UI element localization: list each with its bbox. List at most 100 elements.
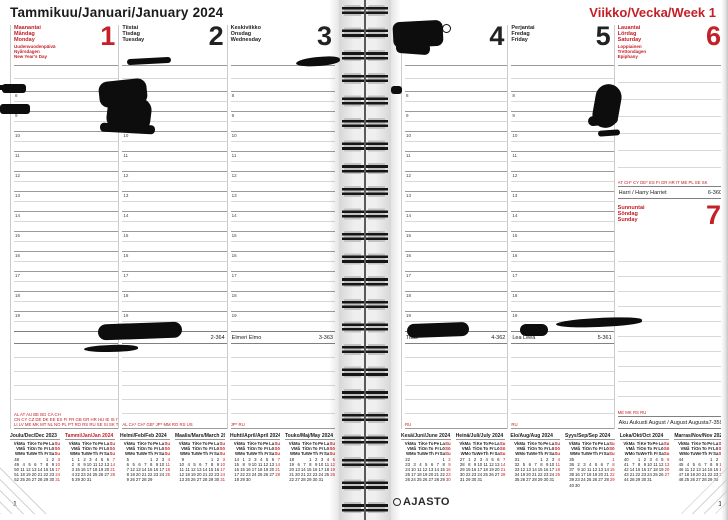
dow-cell: Mo <box>239 451 246 457</box>
date-cell: 2 <box>546 456 549 462</box>
date-cell: 19 <box>690 472 695 478</box>
date-cell: 1 <box>637 456 641 462</box>
hour-label: 16 <box>231 253 237 258</box>
date-cell: 26 <box>422 477 428 483</box>
date-cell: 21 <box>37 472 43 478</box>
mini-calendar-title: Marras/Nov/Nov 2024 <box>674 433 725 440</box>
mini-calendar-title: Loka/Okt/Oct 2024 <box>619 433 670 440</box>
ink-scribble <box>406 321 470 339</box>
dow-cell: Tu <box>245 451 251 457</box>
week-row: 16 15 16 17 18 19 20 21 <box>230 467 280 472</box>
date-cell: 31 <box>86 477 92 483</box>
date-cell: 24 <box>411 477 416 483</box>
day-name-label: Perjantai <box>511 25 535 31</box>
date-cell: 2 <box>51 456 55 462</box>
dow-cell: Fr <box>99 451 104 457</box>
hour-slot: 11 <box>405 151 508 171</box>
mini-calendar: Touko/Maj/May 2024 Vk Ma Ti Ke To Pe La Su V Må T… <box>285 433 335 483</box>
date-cell: 15 <box>208 467 214 473</box>
mini-calendar-weeks: 31 1 2 3 4 32 5 6 7 8 9 10 11 33 12 13 14 15 16 17 18 <box>510 457 560 483</box>
day-of-year: 4-362 <box>491 334 506 341</box>
day-name-label: Onsdag <box>230 31 252 38</box>
date-cell: 21 <box>531 472 537 478</box>
date-cell: 22 <box>147 472 153 478</box>
date-cell: 9 <box>155 461 159 467</box>
dow-cell: Må <box>464 446 471 452</box>
dow-cell: Ti <box>27 446 31 452</box>
date-cell: 29 <box>465 477 471 483</box>
hour-slot: 13 <box>230 191 336 211</box>
date-cell: 14 <box>629 467 635 473</box>
date-cell: 28 <box>37 477 43 483</box>
mini-calendars-left: Joulu/Dec/Dec 2023 Vk Ma Ti Ke To Pe La Su V Må T… <box>10 433 335 483</box>
dow-cell: V <box>181 446 184 452</box>
hour-slot: 12 <box>405 171 508 191</box>
date-cell: 11 <box>417 467 422 473</box>
date-cell: 7 <box>40 461 43 467</box>
dow-cell: Fr <box>489 446 494 452</box>
left-page: Tammikuu/Januari/January 2024 Maanantai M… <box>0 0 339 520</box>
date-cell: 18 <box>324 467 330 473</box>
date-cell: 7 <box>502 456 506 462</box>
dow-cell: Lö <box>213 446 220 452</box>
date-cell: 16 <box>641 467 647 473</box>
dow-cell: We <box>30 451 38 457</box>
dow-cell: Ma <box>294 441 300 446</box>
date-cell: 1 <box>612 456 615 462</box>
date-cell: 11 <box>185 467 190 473</box>
right-day-columns: TorstaiTorsdagThursday 4 8 <box>401 22 724 429</box>
date-cell: 12 <box>690 467 695 473</box>
date-cell: 1 <box>71 456 74 462</box>
dow-cell: La <box>159 441 165 446</box>
dow-cell: Su <box>274 451 281 457</box>
dow-cell: We <box>640 451 647 457</box>
date-cell: 19 <box>658 467 664 473</box>
date-cell: 30 <box>471 477 477 483</box>
date-cell: 10 <box>220 461 225 467</box>
dow-cell: V <box>571 446 575 452</box>
date-cell: 22 <box>537 472 543 478</box>
date-cell: 14 <box>275 461 280 467</box>
dow-cell: Lö <box>549 446 555 452</box>
dow-cell: On <box>421 446 428 452</box>
date-cell: 16 <box>245 467 251 473</box>
date-cell: 31 <box>318 477 324 483</box>
day-name-label: Tisdag <box>122 31 140 38</box>
hour-label: 17 <box>231 273 237 278</box>
date-cell: 4 <box>686 461 690 467</box>
week-row: 12 18 19 20 21 22 23 24 <box>175 472 225 477</box>
dow-cell: Su <box>329 441 336 446</box>
date-cell: 5 <box>193 461 196 467</box>
morning-lines <box>122 65 227 91</box>
holiday-country-codes: AT CH* CY DE* ES FI GR HR IT ME PL SE SK <box>618 177 724 186</box>
date-cell: 41 <box>623 461 629 467</box>
date-cell: 29 <box>440 477 445 483</box>
dow-cell: We <box>85 451 93 457</box>
date-cell: 10 <box>159 461 165 467</box>
dow-cell: Ke <box>251 441 257 446</box>
date-cell: 30 <box>445 477 451 483</box>
hour-label: 19 <box>15 313 21 318</box>
date-cell: 29 <box>43 477 49 483</box>
date-cell: 10 <box>477 461 483 467</box>
date-cell: 13 <box>598 467 604 473</box>
hour-slot: 9 <box>405 111 508 131</box>
date-cell: 15 <box>147 467 153 473</box>
mini-calendar-weeks: 35 1 36 2 3 4 5 6 7 8 37 9 10 11 12 13 14 15 <box>565 456 615 488</box>
hour-slot: 12 <box>14 171 119 191</box>
dow-cell: W <box>405 451 410 457</box>
weekend-column: Lauantai Lördag Saturday 6 Loppiainen Trett… <box>613 22 724 429</box>
dow-cell: Su <box>109 451 116 457</box>
notes-lines <box>230 344 335 420</box>
nameday-row <box>14 331 119 344</box>
date-cell: 12 <box>488 461 494 467</box>
dow-cell: To <box>483 441 488 446</box>
date-cell: 18 <box>234 477 239 483</box>
date-cell: 50 <box>14 467 19 473</box>
notes-lines <box>122 344 227 420</box>
date-cell: 31 <box>477 477 483 483</box>
